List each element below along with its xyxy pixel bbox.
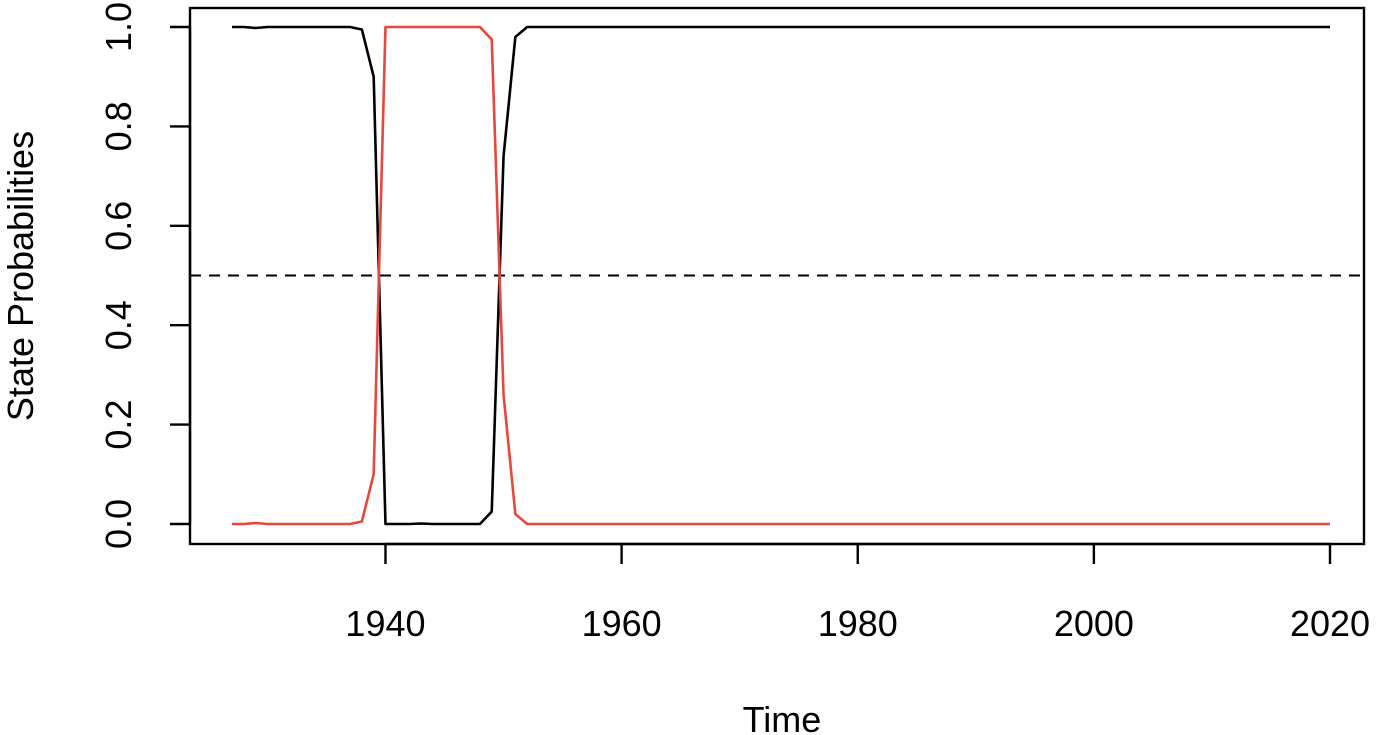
series-layer — [232, 25, 1330, 526]
x-tick-label: 1940 — [345, 603, 425, 644]
x-axis: 1940 1960 1980 2000 2020 — [345, 542, 1370, 644]
x-tick-label: 1960 — [582, 603, 662, 644]
series-line-1 — [232, 25, 1330, 526]
x-tick-label: 2000 — [1054, 603, 1134, 644]
y-tick-label: 0.6 — [98, 201, 139, 251]
y-axis: 0.0 0.2 0.4 0.6 0.8 1.0 — [98, 2, 192, 549]
x-axis-title: Time — [743, 699, 822, 735]
y-tick-label: 0.4 — [98, 300, 139, 350]
y-tick-label: 0.2 — [98, 400, 139, 450]
y-tick-label: 0.0 — [98, 499, 139, 549]
x-tick-label: 1980 — [818, 603, 898, 644]
x-tick-label: 2020 — [1290, 603, 1370, 644]
y-tick-label: 0.8 — [98, 101, 139, 151]
y-axis-title: State Probabilities — [0, 131, 41, 421]
y-tick-label: 1.0 — [98, 2, 139, 52]
series-line-2 — [232, 25, 1330, 526]
